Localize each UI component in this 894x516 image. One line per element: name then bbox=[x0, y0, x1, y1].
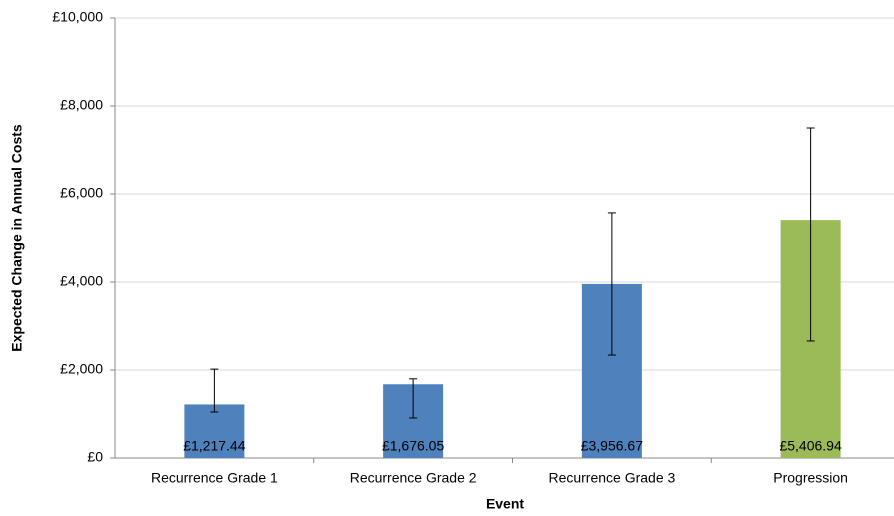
x-tick-label: Progression bbox=[773, 470, 848, 486]
y-tick-label: £0 bbox=[87, 449, 103, 465]
value-label: £1,217.44 bbox=[183, 438, 245, 454]
y-tick-label: £4,000 bbox=[60, 273, 103, 289]
x-tick-label: Recurrence Grade 1 bbox=[151, 470, 278, 486]
value-label: £5,406.94 bbox=[779, 438, 841, 454]
y-tick-label: £8,000 bbox=[60, 97, 103, 113]
y-tick-label: £10,000 bbox=[52, 9, 103, 25]
x-tick-label: Recurrence Grade 3 bbox=[548, 470, 675, 486]
y-tick-label: £2,000 bbox=[60, 361, 103, 377]
x-axis-title: Event bbox=[486, 496, 524, 512]
value-label: £1,676.05 bbox=[382, 438, 444, 454]
value-label: £3,956.67 bbox=[581, 438, 643, 454]
x-tick-label: Recurrence Grade 2 bbox=[350, 470, 477, 486]
bar bbox=[184, 404, 245, 458]
y-axis-title: Expected Change in Annual Costs bbox=[9, 124, 25, 352]
y-tick-label: £6,000 bbox=[60, 185, 103, 201]
